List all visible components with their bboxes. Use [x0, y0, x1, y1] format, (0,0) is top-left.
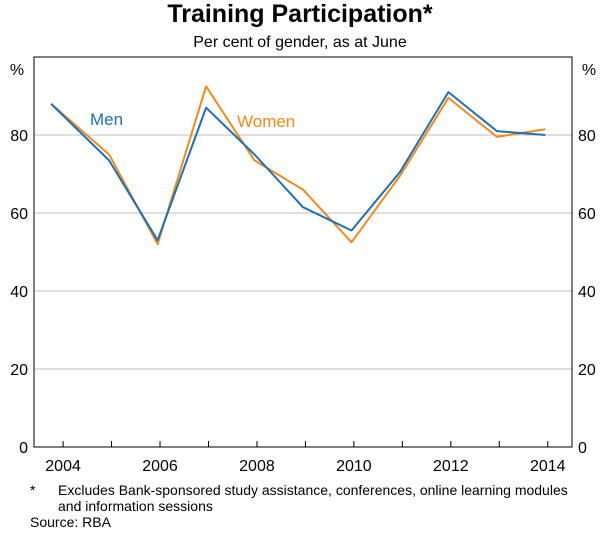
y-unit-right: % — [582, 62, 596, 79]
y-tick-label-right: 20 — [578, 362, 596, 379]
gridlines — [34, 134, 572, 370]
y-tick-label-left: 60 — [10, 206, 28, 223]
x-tick-label: 2014 — [530, 458, 566, 475]
y-tick-label-left: 40 — [10, 284, 28, 301]
plot-frame — [33, 56, 573, 448]
x-tick-label: 2008 — [239, 458, 275, 475]
training-participation-chart: Training Participation* Per cent of gend… — [10, 0, 596, 475]
x-axis-labels: 2004 2006 2008 2010 2012 2014 — [45, 458, 565, 475]
legend-men: Men — [90, 110, 123, 129]
y-axis-labels: 0 0 20 20 40 40 60 60 80 80 — [10, 128, 596, 457]
footnote-marker: * — [30, 482, 36, 498]
series-line-men — [50, 91, 546, 242]
y-tick-label-right: 0 — [578, 440, 587, 457]
y-tick-label-right: 80 — [578, 128, 596, 145]
x-tick-label: 2010 — [336, 458, 372, 475]
y-unit-left: % — [10, 62, 24, 79]
y-tick-label-right: 40 — [578, 284, 596, 301]
y-tick-label-left: 0 — [19, 440, 28, 457]
chart-subtitle: Per cent of gender, as at June — [193, 34, 407, 51]
x-tick-label: 2004 — [45, 458, 81, 475]
legend-women: Women — [237, 112, 295, 131]
y-tick-label-left: 80 — [10, 128, 28, 145]
chart-title: Training Participation* — [167, 0, 433, 28]
x-tick-label: 2012 — [433, 458, 469, 475]
footnote-text: Excludes Bank-sponsored study assistance… — [58, 482, 568, 514]
x-tick-marks — [62, 441, 549, 447]
y-tick-label-left: 20 — [10, 362, 28, 379]
series-lines — [50, 85, 546, 246]
y-tick-label-right: 60 — [578, 206, 596, 223]
footnote: * Excludes Bank-sponsored study assistan… — [30, 482, 590, 530]
source-note: Source: RBA — [30, 514, 111, 530]
x-tick-label: 2006 — [142, 458, 178, 475]
